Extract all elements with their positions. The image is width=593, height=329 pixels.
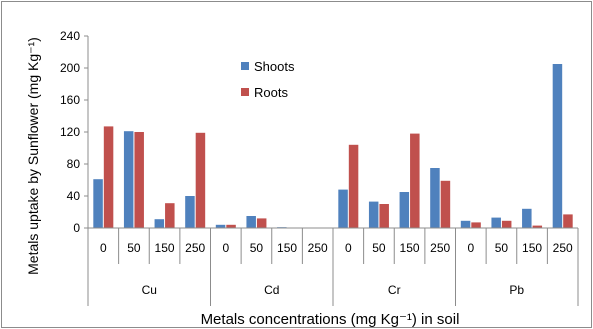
x-tick-label: 150 [400,241,420,255]
x-tick-label: 0 [222,241,229,255]
y-tick-label: 120 [60,125,80,139]
roots-bar [471,222,481,228]
shoots-bar [246,216,256,228]
x-tick-label: 250 [430,241,450,255]
roots-bar [165,203,175,228]
x-tick-label: 50 [250,241,264,255]
group-label: Cu [142,283,157,297]
group-label: Cd [264,283,279,297]
shoots-legend-label: Shoots [254,59,295,74]
y-tick-label: 40 [67,189,81,203]
y-tick-label: 160 [60,93,80,107]
bars [93,64,573,228]
roots-legend-label: Roots [254,85,288,100]
shoots-bar [123,131,134,228]
y-axis: 0 40 80 120 160 200 240 [60,29,89,235]
x-tick-label: 50 [495,241,509,255]
shoots-bar [491,217,501,228]
x-tick-label: 250 [553,241,573,255]
group-label: Pb [509,283,524,297]
roots-bar [379,204,389,228]
x-axis: 0 50 150 250 0 50 150 250 0 50 150 250 0 50 150 250 Cu Cd… [87,227,579,306]
y-tick-label: 200 [60,61,80,75]
roots-bar [563,214,573,228]
roots-bar [501,220,512,228]
x-tick-label: 150 [277,241,297,255]
y-tick-label: 0 [73,221,80,235]
group-label: Cr [388,283,401,297]
shoots-bar [552,64,563,228]
roots-bar [226,224,236,228]
x-tick-label: 0 [345,241,352,255]
x-tick-label: 50 [127,241,141,255]
shoots-legend-swatch [241,62,249,70]
x-tick-label: 150 [522,241,542,255]
x-tick-label: 150 [155,241,175,255]
shoots-bar [93,179,103,228]
shoots-bar [215,224,226,228]
shoots-bar [368,201,379,228]
x-tick-label: 0 [100,241,107,255]
x-tick-label: 250 [185,241,205,255]
shoots-bar [399,192,410,228]
roots-bar [195,132,206,228]
legend: Shoots Roots [241,59,295,100]
x-tick-label: 0 [467,241,474,255]
shoots-bar [154,219,165,228]
x-tick-label: 250 [308,241,328,255]
shoots-bar [185,196,195,228]
shoots-bar [460,220,471,228]
roots-bar [103,126,114,228]
roots-bar [410,133,420,228]
roots-bar [256,218,267,228]
roots-bar [134,132,144,228]
y-tick-label: 80 [67,157,81,171]
y-tick-label: 240 [60,29,80,43]
shoots-bar [430,168,440,228]
roots-bar [532,225,543,228]
shoots-bar [522,208,532,228]
roots-legend-swatch [241,88,249,96]
y-axis-title: Metals uptake by Sunflower (mg Kg⁻¹) [25,37,41,275]
x-tick-label: 50 [372,241,386,255]
shoots-bar [338,189,348,228]
roots-bar [348,144,359,228]
roots-bar [440,180,451,228]
x-axis-title: Metals concentrations (mg Kg⁻¹) in soil [201,311,460,328]
